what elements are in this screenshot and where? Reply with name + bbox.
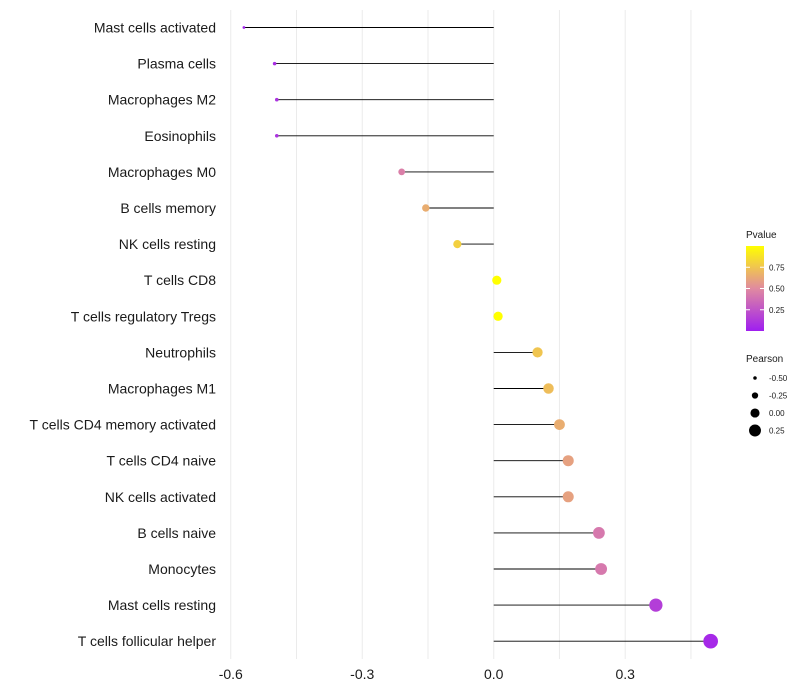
- lollipop-point: [532, 347, 543, 358]
- category-label: Macrophages M1: [108, 381, 216, 397]
- lollipop-point: [453, 240, 462, 249]
- pvalue-legend-label: 0.25: [769, 306, 785, 315]
- pearson-legend-title: Pearson: [746, 354, 783, 365]
- pearson-legend-key: [750, 408, 760, 418]
- lollipop-point: [649, 598, 663, 612]
- category-label: NK cells activated: [105, 489, 216, 505]
- lollipop-point: [422, 204, 430, 212]
- category-label: B cells memory: [120, 200, 216, 216]
- pearson-legend-label: -0.50: [769, 374, 788, 383]
- category-label: Eosinophils: [144, 128, 216, 144]
- lollipop-point: [274, 134, 279, 138]
- category-label: T cells CD4 naive: [107, 453, 217, 469]
- pearson-legend-label: 0.00: [769, 409, 785, 418]
- category-label: Mast cells activated: [94, 20, 216, 36]
- pvalue-legend-title: Pvalue: [746, 230, 777, 241]
- pearson-legend-key: [751, 392, 759, 399]
- x-tick-label: 0.3: [615, 666, 635, 682]
- category-axis: Mast cells activated Plasma cells Macropha…: [30, 20, 217, 650]
- lollipop-point: [595, 563, 608, 575]
- category-label: Mast cells resting: [108, 597, 216, 613]
- lollipop-point: [493, 311, 503, 321]
- category-label: Plasma cells: [137, 56, 216, 72]
- pearson-legend: Pearson -0.50 -0.25 0.00 0.25: [746, 354, 788, 437]
- pvalue-legend-label: 0.50: [769, 285, 785, 294]
- category-label: Macrophages M2: [108, 92, 216, 108]
- x-tick-label: -0.6: [219, 666, 243, 682]
- category-label: Neutrophils: [145, 344, 216, 360]
- lollipop-point: [554, 419, 565, 430]
- pearson-legend-label: 0.25: [769, 427, 785, 436]
- lollipop-point: [272, 61, 277, 66]
- pvalue-colorbar: [746, 246, 764, 331]
- lollipop-point: [562, 455, 574, 467]
- category-label: Macrophages M0: [108, 164, 216, 180]
- lollipop-point: [593, 526, 605, 539]
- pearson-legend-key: [749, 424, 761, 437]
- x-tick-label: 0.0: [484, 666, 504, 682]
- lollipop-point: [274, 97, 279, 102]
- category-label: T cells CD8: [144, 272, 216, 288]
- pvalue-legend-label: 0.75: [769, 263, 785, 272]
- category-label: T cells follicular helper: [78, 633, 217, 649]
- pvalue-legend: Pvalue 0.25 0.50 0.75: [746, 230, 785, 331]
- lollipop-point: [398, 168, 406, 176]
- category-label: T cells CD4 memory activated: [30, 417, 216, 433]
- category-label: B cells naive: [137, 525, 216, 541]
- point-layer: [242, 26, 718, 649]
- lollipop-point: [492, 275, 502, 285]
- pearson-legend-label: -0.25: [769, 392, 788, 401]
- lollipop-point: [703, 633, 718, 649]
- category-label: T cells regulatory Tregs: [71, 308, 216, 324]
- pearson-legend-key: [753, 376, 757, 380]
- x-axis: -0.6 -0.3 0.0 0.3: [219, 666, 635, 682]
- segment-layer: [243, 27, 711, 642]
- lollipop-point: [242, 26, 246, 29]
- x-tick-label: -0.3: [350, 666, 374, 682]
- lollipop-point: [543, 383, 554, 394]
- category-label: Monocytes: [148, 561, 216, 577]
- grid-layer: [230, 10, 692, 659]
- category-label: NK cells resting: [119, 236, 216, 252]
- lollipop-point: [562, 491, 574, 503]
